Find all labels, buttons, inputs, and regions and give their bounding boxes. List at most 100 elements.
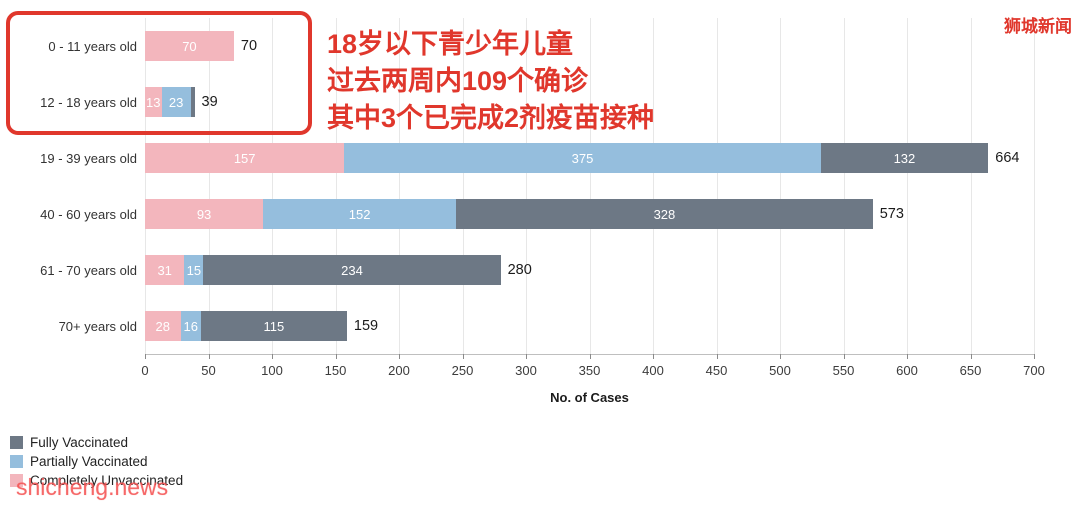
- x-tick-label: 550: [832, 363, 855, 378]
- segment-value-label: 234: [341, 262, 363, 278]
- tick-mark: [907, 354, 908, 359]
- segment-value-label: 23: [168, 94, 184, 110]
- annotation-line: 其中3个已完成2剂疫苗接种: [327, 103, 655, 133]
- segment-value-label: 152: [348, 206, 371, 222]
- x-axis-title: No. of Cases: [550, 390, 629, 405]
- highlight-box: [6, 11, 312, 135]
- segment-value-label: 16: [183, 318, 198, 334]
- legend-item: Completely Unvaccinated: [10, 471, 183, 490]
- gridline: [208, 18, 210, 354]
- bar-segment: 152: [263, 199, 457, 229]
- tick-mark: [399, 354, 400, 359]
- watermark: shicheng.news: [16, 474, 169, 500]
- bar-track: 13 23 39: [145, 87, 218, 117]
- x-tick-label: 100: [261, 363, 283, 378]
- gridline: [843, 18, 845, 354]
- annotation-text: 18岁以下青少年儿童 过去两周内109个确诊 其中3个已完成2剂疫苗接种: [327, 26, 654, 137]
- gridline: [145, 18, 146, 354]
- gridline: [589, 18, 591, 354]
- category-label: 19 - 39 years old: [40, 150, 137, 166]
- bar-row: 61 - 70 years old 31 15 234 280: [0, 242, 1080, 298]
- x-tick-label: 600: [896, 363, 918, 378]
- gridline: [907, 18, 908, 354]
- tick-mark: [970, 354, 972, 359]
- legend: Fully Vaccinated Partially Vaccinated Comp…: [10, 433, 183, 490]
- x-tick-label: 0: [141, 363, 149, 378]
- gridline: [335, 18, 337, 354]
- annotation-line: 过去两周内109个确诊: [327, 66, 589, 96]
- bar-segment: 93: [145, 199, 264, 229]
- tick-mark: [145, 354, 146, 359]
- x-tick-label: 400: [642, 363, 664, 378]
- total-label: 39: [201, 94, 218, 110]
- gridline: [526, 18, 527, 354]
- gridline: [1034, 18, 1035, 354]
- legend-label: Completely Unvaccinated: [30, 473, 184, 488]
- gridline: [780, 18, 781, 354]
- segment-value-label: 31: [157, 262, 172, 278]
- site-badge: 狮城新闻: [1004, 17, 1072, 36]
- bar-segment: 15: [184, 255, 204, 285]
- bar-segment: 70: [145, 31, 234, 61]
- bar-segment: 13: [145, 87, 162, 117]
- gridline: [272, 18, 273, 354]
- bar-segment: 157: [145, 143, 345, 173]
- gridline: [716, 18, 718, 354]
- tick-mark: [208, 354, 210, 359]
- gridline: [462, 18, 464, 354]
- segment-value-label: 13: [146, 94, 161, 110]
- segment-value-label: 28: [155, 318, 170, 334]
- segment-value-label: 70: [182, 38, 197, 54]
- x-tick-label: 200: [388, 363, 410, 378]
- bar-segment: 328: [456, 199, 873, 229]
- bar-row: 0 - 11 years old 70 70: [0, 18, 1080, 74]
- bar-segment: [190, 87, 195, 117]
- bar-segment: 115: [200, 311, 347, 341]
- x-tick-label: 450: [705, 363, 728, 378]
- segment-value-label: 132: [893, 150, 916, 166]
- bar-row: 40 - 60 years old 93 152 328 573: [0, 186, 1080, 242]
- category-label: 61 - 70 years old: [40, 262, 137, 278]
- bar-row: 19 - 39 years old 157 375 132 664: [0, 130, 1080, 186]
- bar-row: 12 - 18 years old 13 23 39: [0, 74, 1080, 130]
- bar-track: 31 15 234 280: [145, 255, 532, 285]
- segment-value-label: 375: [571, 150, 594, 166]
- legend-swatch: [10, 436, 23, 449]
- tick-mark: [589, 354, 591, 359]
- segment-value-label: 93: [196, 206, 212, 222]
- x-tick-label: 650: [959, 363, 982, 378]
- bar-track: 93 152 328 573: [145, 199, 904, 229]
- x-tick-label: 300: [515, 363, 537, 378]
- segment-value-label: 15: [186, 262, 202, 278]
- tick-mark: [653, 354, 654, 359]
- gridline: [653, 18, 654, 354]
- category-label: 70+ years old: [58, 318, 137, 334]
- bar-segment: 375: [344, 143, 821, 173]
- category-label: 40 - 60 years old: [40, 206, 137, 222]
- bar-segment: 23: [161, 87, 191, 117]
- x-tick-label: 250: [451, 363, 474, 378]
- bar-row: 70+ years old 28 16 115 159: [0, 298, 1080, 354]
- total-label: 159: [353, 318, 379, 334]
- legend-swatch: [10, 455, 23, 468]
- tick-mark: [716, 354, 718, 359]
- bar-track: 28 16 115 159: [145, 311, 378, 341]
- bar-segment: 28: [145, 311, 181, 341]
- x-tick-label: 350: [578, 363, 601, 378]
- category-label: 0 - 11 years old: [48, 38, 137, 54]
- x-tick-label: 150: [324, 363, 347, 378]
- x-tick-label: 700: [1023, 363, 1045, 378]
- tick-mark: [272, 354, 273, 359]
- segment-value-label: 115: [263, 318, 285, 334]
- legend-item: Partially Vaccinated: [10, 452, 183, 471]
- legend-swatch: [10, 474, 23, 487]
- chart-rows: 0 - 11 years old 70 70 12 - 18 years old 13 2…: [0, 18, 1080, 354]
- bar-segment: 16: [180, 311, 201, 341]
- tick-mark: [526, 354, 527, 359]
- bar-segment: 31: [145, 255, 185, 285]
- x-tick-label: 50: [201, 363, 216, 378]
- tick-mark: [335, 354, 337, 359]
- tick-mark: [462, 354, 464, 359]
- tick-mark: [1034, 354, 1035, 359]
- total-label: 280: [507, 262, 532, 278]
